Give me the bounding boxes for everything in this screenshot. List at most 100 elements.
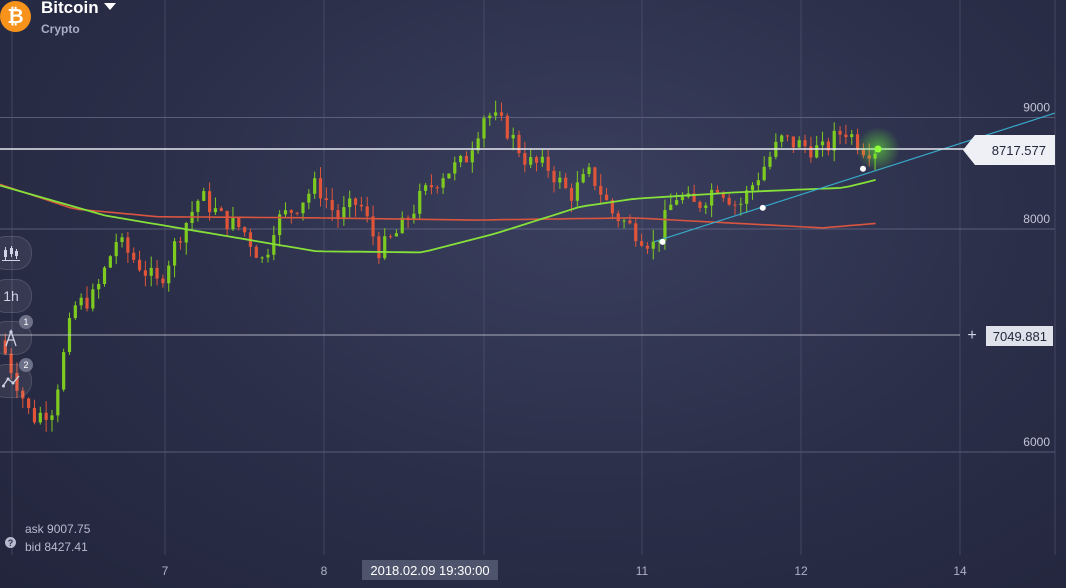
candle-body <box>336 210 340 220</box>
candle-body <box>388 236 393 238</box>
candle-body <box>739 203 743 205</box>
candle-body <box>423 185 428 191</box>
candlestick-icon <box>2 246 20 261</box>
candle-body <box>476 138 480 151</box>
candle-body <box>599 185 603 195</box>
plus-icon[interactable]: + <box>967 327 977 344</box>
candle-body <box>365 206 369 217</box>
x-tick-label: 8 <box>321 564 328 578</box>
candle-body <box>657 240 661 242</box>
candle-body <box>645 245 650 249</box>
candle-body <box>283 210 288 215</box>
indicators-button[interactable]: 1 <box>0 315 33 355</box>
x-tick-label: 7 <box>162 564 169 578</box>
candle-body <box>780 135 784 142</box>
candle-body <box>482 118 486 139</box>
candle-body <box>318 178 323 199</box>
x-tick-label: 12 <box>794 564 808 578</box>
candle-body <box>552 170 556 183</box>
trend-line-handle[interactable] <box>859 165 866 172</box>
candle-body <box>353 198 358 205</box>
candle-body <box>488 115 492 119</box>
trend-line[interactable] <box>653 112 1056 243</box>
y-axis: 9000 8000 6000 <box>1023 101 1050 450</box>
candle-body <box>9 353 13 374</box>
candle-body <box>108 256 112 268</box>
candle-body <box>768 156 772 167</box>
candle-body <box>675 200 679 205</box>
candle-body <box>400 217 404 234</box>
candle-body <box>604 194 609 201</box>
candle-body <box>540 156 544 163</box>
candle-body <box>50 415 54 420</box>
trend-line-handle[interactable] <box>759 204 766 211</box>
chevron-down-icon[interactable] <box>103 3 116 10</box>
help-icon[interactable]: ? <box>5 537 16 548</box>
candle-body <box>815 145 819 158</box>
candle-body <box>750 185 755 191</box>
candle-body <box>441 178 445 188</box>
candle-body <box>359 204 363 207</box>
bitcoin-icon: ₿ <box>0 1 31 32</box>
y-tick-label: 8000 <box>1023 212 1050 226</box>
candle-body <box>581 173 585 183</box>
candle-body <box>120 237 124 243</box>
candle-body <box>412 213 416 220</box>
candle-body <box>791 136 795 148</box>
candle-body <box>610 200 614 214</box>
candle-body <box>114 242 118 257</box>
y-tick-label: 9000 <box>1023 101 1050 115</box>
candle-body <box>715 189 720 193</box>
candle-body <box>511 134 515 139</box>
candle-body <box>803 140 807 147</box>
candle-body <box>126 237 130 253</box>
candle-body <box>260 257 264 259</box>
candle-body <box>307 193 311 203</box>
candle-body <box>243 227 247 233</box>
candle-body <box>102 267 107 284</box>
candle-body <box>745 190 749 204</box>
candle-body <box>826 141 830 151</box>
timeframe-button[interactable]: 1h <box>0 279 32 313</box>
candle-body <box>429 185 434 188</box>
candle-body <box>698 201 702 208</box>
moving-average-fast <box>0 179 876 254</box>
candle-body <box>219 208 223 211</box>
candle-body <box>207 191 212 213</box>
candle-body <box>27 398 31 408</box>
candle-body <box>149 267 153 276</box>
x-tick-label: 11 <box>636 564 649 578</box>
candle-body <box>172 241 177 266</box>
candle-body <box>850 134 854 138</box>
asset-name[interactable]: Bitcoin <box>41 0 116 18</box>
candle-body <box>546 156 550 171</box>
candle-body <box>278 214 282 236</box>
candle-body <box>254 246 258 258</box>
candle-body <box>196 200 200 212</box>
candle-body <box>628 220 632 224</box>
candle-body <box>762 166 766 181</box>
candle-body <box>79 297 83 306</box>
candle-body <box>418 190 422 214</box>
trend-line-handle[interactable] <box>659 238 666 245</box>
candle-body <box>202 191 206 201</box>
candle-body <box>237 217 241 228</box>
candle-body <box>587 167 591 174</box>
trend-line-handles[interactable] <box>659 165 866 245</box>
chart-type-button[interactable] <box>0 236 32 270</box>
candle-body <box>651 241 655 249</box>
asset-category: Crypto <box>41 22 80 36</box>
candle-body <box>137 259 142 271</box>
candle-body <box>838 130 842 135</box>
crosshair-price-label: 7049.881 <box>986 326 1053 346</box>
trendline-icon <box>2 375 20 388</box>
candle-body <box>564 177 568 189</box>
candlestick-series <box>3 100 877 432</box>
indicator-icon <box>5 329 17 347</box>
drawings-button[interactable]: 2 <box>0 358 33 398</box>
candle-body <box>453 162 457 174</box>
candle-body <box>184 223 188 243</box>
candle-body <box>459 155 463 163</box>
candle-body <box>447 173 451 179</box>
